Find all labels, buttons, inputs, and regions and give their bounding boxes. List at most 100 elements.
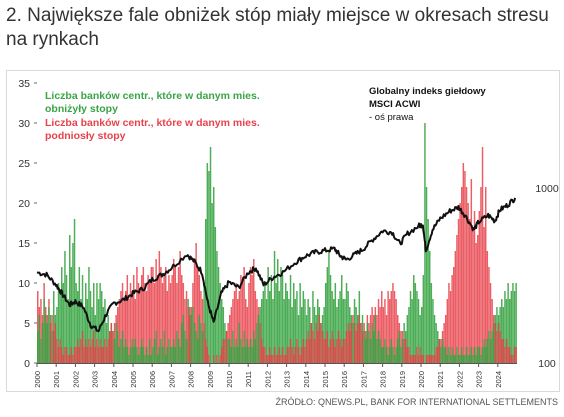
bar-cut-2012-4: [272, 299, 274, 363]
bar-hike-2008-9: [203, 323, 205, 363]
bar-cut-2009-9: [222, 307, 225, 363]
bar-hike-2022-2: [461, 187, 463, 363]
bar-hike-2018-6: [390, 291, 393, 363]
bar-cut-2018-5: [389, 347, 391, 363]
bar-cut-2012-3: [270, 275, 273, 363]
bar-hike-2004-7: [123, 299, 125, 363]
bar-hike-2020-10: [435, 347, 437, 363]
bar-cut-2008-8: [201, 331, 204, 363]
bar-cut-2024-9: [510, 291, 513, 363]
bar-cut-2003-2: [96, 283, 98, 363]
bar-hike-2019-11: [417, 355, 420, 363]
bar-hike-2016-10: [358, 315, 361, 363]
x-tick-label-2023: 2023: [475, 371, 484, 388]
bar-hike-2010-2: [230, 307, 233, 363]
bar-hike-2005-6: [141, 275, 143, 363]
bar-cut-2009-6: [217, 267, 220, 363]
bar-hike-2014-10: [320, 323, 322, 363]
bar-hike-2015-8: [336, 339, 338, 363]
bar-cut-2018-4: [387, 355, 389, 363]
bar-hike-2021-12: [457, 219, 460, 363]
bar-cut-2021-1: [440, 347, 442, 363]
bar-cut-2002-5: [81, 275, 84, 363]
bar-hike-2011-2: [249, 267, 252, 363]
bar-cut-2007-8: [182, 315, 185, 363]
bar-cut-2024-7: [507, 283, 509, 363]
bar-hike-2008-5: [197, 267, 199, 363]
bar-hike-2005-5: [139, 291, 141, 363]
left-tick-label-10: 10: [18, 278, 30, 290]
bar-cut-2020-7: [430, 283, 433, 363]
bar-cut-2018-8: [393, 355, 396, 363]
bar-cut-2019-12: [419, 315, 421, 363]
bar-cut-2012-10: [281, 275, 284, 363]
bar-hike-2015-3: [328, 347, 330, 363]
bar-hike-2023-7: [488, 267, 490, 363]
bar-hike-2018-5: [389, 299, 391, 363]
bar-cut-2006-7: [161, 347, 164, 363]
bar-hike-2012-5: [273, 347, 276, 363]
x-tick-label-2016: 2016: [340, 371, 349, 388]
bar-cut-2012-2: [269, 291, 271, 363]
bar-hike-2016-11: [360, 323, 362, 363]
bar-cut-2012-11: [283, 299, 285, 363]
bar-hike-2024-10: [512, 355, 514, 363]
bar-cut-2013-9: [299, 283, 301, 363]
bar-cut-2000-4: [41, 323, 44, 363]
bar-hike-2003-8: [105, 347, 108, 363]
bar-cut-2006-4: [157, 355, 159, 363]
bar-cut-2012-8: [278, 291, 281, 363]
bar-cut-2009-3: [213, 187, 215, 363]
bar-cut-2012-9: [280, 267, 282, 363]
bar-hike-2007-12: [189, 315, 191, 363]
bar-cut-2012-5: [273, 251, 276, 363]
bar-cut-2018-10: [397, 339, 399, 363]
bar-cut-2005-2: [134, 339, 137, 363]
bar-cut-2023-7: [488, 331, 490, 363]
bar-cut-2000-5: [43, 299, 45, 363]
bar-cut-2002-8: [86, 299, 89, 363]
bar-hike-2002-12: [93, 331, 95, 363]
bar-cut-2004-11: [129, 347, 132, 363]
bar-hike-2001-12: [73, 347, 76, 363]
bar-cut-2007-9: [184, 331, 186, 363]
bar-hike-2001-9: [69, 355, 71, 363]
bar-cut-2022-7: [469, 355, 471, 363]
bar-cut-2001-3: [59, 291, 61, 363]
page-title: 2. Największe fale obniżek stóp miały mi…: [6, 5, 549, 50]
bar-cut-2001-9: [69, 235, 71, 363]
bar-cut-2013-12: [304, 299, 306, 363]
bar-hike-2023-5: [485, 187, 487, 363]
bar-hike-2024-3: [501, 339, 503, 363]
bar-hike-2002-6: [83, 347, 85, 363]
bar-hike-2012-10: [281, 347, 284, 363]
bar-hike-2023-3: [481, 147, 484, 363]
bar-hike-2006-7: [161, 283, 164, 363]
bar-cut-2014-6: [313, 307, 316, 363]
bar-cut-2004-12: [131, 339, 133, 363]
bar-hike-2023-4: [483, 227, 485, 363]
bar-cut-2022-3: [462, 355, 465, 363]
bar-cut-2007-5: [177, 339, 180, 363]
bar-cut-2024-8: [509, 299, 511, 363]
bar-hike-2023-11: [494, 323, 497, 363]
bar-hike-2022-6: [467, 203, 469, 363]
bar-hike-2009-11: [225, 331, 228, 363]
bar-hike-2002-3: [78, 347, 81, 363]
bar-hike-2012-12: [285, 355, 287, 363]
bar-cut-2006-12: [169, 347, 172, 363]
bar-hike-2015-6: [333, 339, 335, 363]
bar-cut-2003-4: [99, 283, 101, 363]
bar-hike-2015-9: [337, 331, 340, 363]
x-tick-label-2012: 2012: [263, 371, 272, 388]
bar-hike-2000-12: [54, 323, 57, 363]
bar-cut-2021-4: [445, 347, 447, 363]
bar-hike-2003-4: [99, 339, 101, 363]
bar-hike-2008-12: [208, 355, 210, 363]
bar-cut-2022-6: [467, 355, 469, 363]
bar-hike-2010-8: [240, 275, 242, 363]
bar-cut-2011-9: [261, 299, 263, 363]
bar-cut-2022-11: [475, 355, 477, 363]
bar-hike-2002-2: [77, 339, 79, 363]
bar-hike-2006-12: [169, 283, 172, 363]
